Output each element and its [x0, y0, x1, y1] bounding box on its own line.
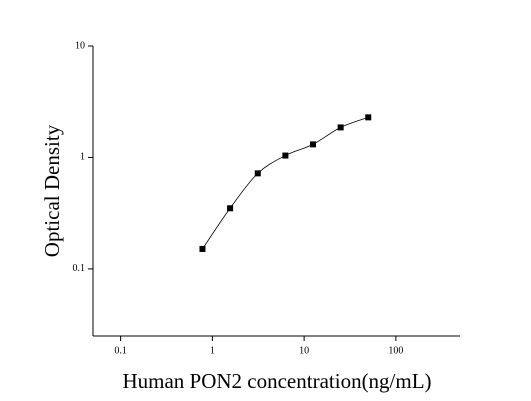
y-tick-label: 10: [75, 40, 85, 51]
data-point: [337, 124, 344, 131]
x-tick-label: 10: [299, 345, 309, 356]
data-point: [282, 152, 289, 159]
data-point: [310, 141, 317, 148]
data-point: [254, 170, 261, 177]
data-point: [227, 205, 234, 212]
y-tick-label: 1: [80, 152, 85, 163]
y-axis-label: Optical Density: [40, 124, 64, 257]
x-tick-label: 1: [210, 345, 215, 356]
data-point: [199, 245, 206, 252]
x-tick-label: 100: [388, 345, 403, 356]
x-axis-label: Human PON2 concentration(ng/mL): [122, 369, 431, 393]
fit-curve: [202, 116, 369, 250]
data-point: [365, 114, 372, 121]
y-tick-label: 0.1: [73, 263, 86, 274]
x-tick-label: 0.1: [114, 345, 127, 356]
